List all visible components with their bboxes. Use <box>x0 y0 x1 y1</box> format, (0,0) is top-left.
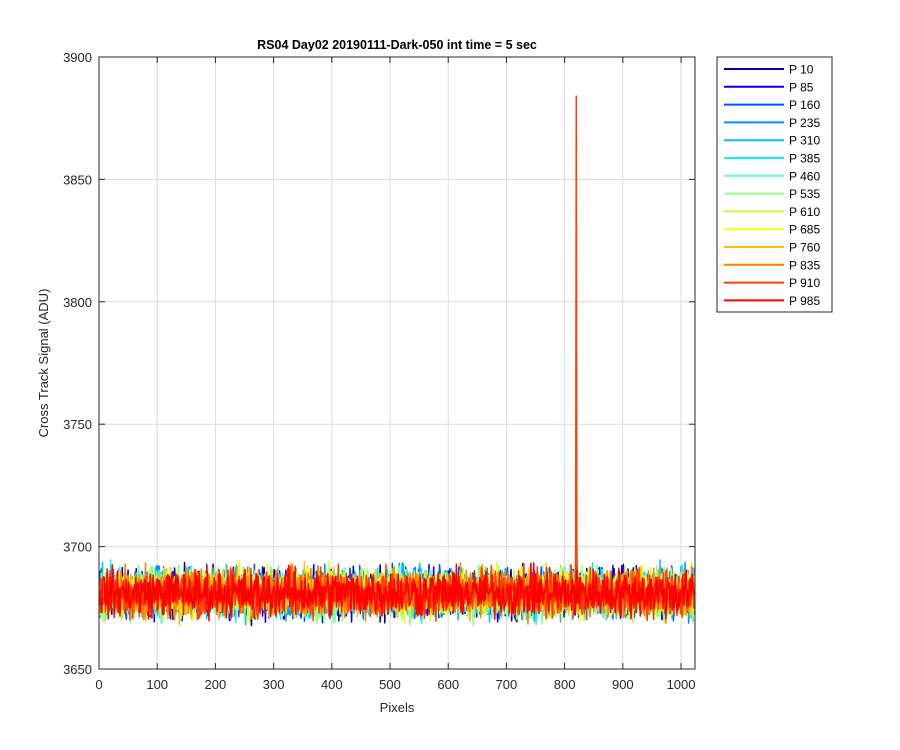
y-tick-label: 3650 <box>63 662 92 677</box>
x-tick-label: 200 <box>205 677 227 692</box>
x-tick-label: 100 <box>146 677 168 692</box>
chart-title: RS04 Day02 20190111-Dark-050 int time = … <box>257 38 537 52</box>
legend-label: P 235 <box>789 116 820 130</box>
legend-label: P 910 <box>789 276 820 290</box>
x-tick-label: 0 <box>95 677 102 692</box>
legend-label: P 10 <box>789 63 814 77</box>
y-tick-label: 3850 <box>63 172 92 187</box>
series-lines <box>99 95 695 627</box>
y-axis-label: Cross Track Signal (ADU) <box>36 289 51 438</box>
legend-label: P 610 <box>789 205 820 219</box>
legend-label: P 310 <box>789 134 820 148</box>
x-tick-label: 300 <box>263 677 285 692</box>
x-tick-label: 800 <box>554 677 576 692</box>
legend-label: P 460 <box>789 169 820 183</box>
series-line <box>99 562 695 622</box>
x-tick-label: 900 <box>612 677 634 692</box>
legend-label: P 685 <box>789 223 820 237</box>
y-tick-label: 3800 <box>63 295 92 310</box>
y-tick-label: 3900 <box>63 50 92 65</box>
x-tick-label: 700 <box>496 677 518 692</box>
x-tick-label: 1000 <box>667 677 696 692</box>
axis-ticks: 0 100 200 300 400 500 600 700 800 900 1000 3650 3700… <box>63 50 695 692</box>
legend-label: P 385 <box>789 152 820 166</box>
legend-label: P 535 <box>789 187 820 201</box>
plot-frame <box>98 56 696 670</box>
legend-label: P 835 <box>789 258 820 272</box>
legend-label: P 160 <box>789 98 820 112</box>
y-tick-label: 3750 <box>63 417 92 432</box>
x-tick-label: 400 <box>321 677 343 692</box>
legend-label: P 85 <box>789 80 814 94</box>
legend-label: P 985 <box>789 294 820 308</box>
legend: P 10 P 85 P 160 P 235 P 310 P 385 P 460 P 535 P … <box>716 56 833 313</box>
x-axis-label: Pixels <box>380 700 415 715</box>
x-tick-label: 600 <box>437 677 459 692</box>
y-tick-label: 3700 <box>63 540 92 555</box>
x-tick-label: 500 <box>379 677 401 692</box>
legend-box <box>716 56 833 313</box>
plot-area <box>99 57 695 669</box>
legend-label: P 760 <box>789 241 820 255</box>
